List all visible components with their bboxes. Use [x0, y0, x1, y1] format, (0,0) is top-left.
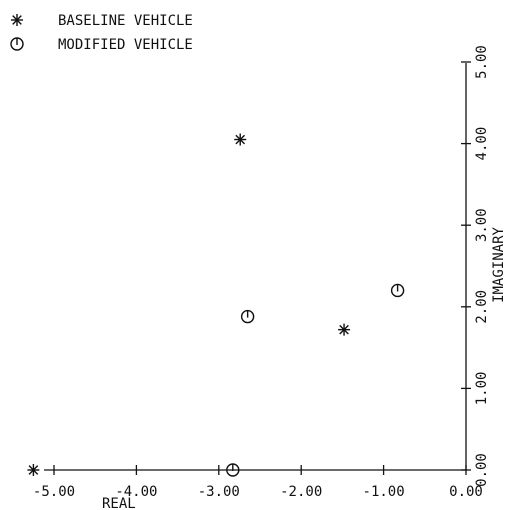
legend-label-baseline: BASELINE VEHICLE	[58, 13, 193, 29]
data-point-modified	[240, 309, 255, 324]
x-tick-label: 0.00	[449, 484, 483, 500]
y-tick-label: 3.00	[474, 208, 490, 242]
y-tick-label: 4.00	[474, 127, 490, 161]
legend-marker-baseline	[11, 14, 23, 26]
x-tick-label: -4.00	[115, 484, 157, 500]
legend-asterisk-icon	[11, 14, 23, 26]
x-tick-label: -2.00	[280, 484, 322, 500]
data-point-modified	[390, 283, 405, 298]
x-tick-label: -1.00	[363, 484, 405, 500]
x-axis-label: REAL	[102, 496, 136, 510]
legend-label-modified: MODIFIED VEHICLE	[58, 37, 193, 53]
x-tick-label: -5.00	[33, 484, 75, 500]
y-tick-label: 5.00	[474, 45, 490, 79]
x-tick-label: -3.00	[198, 484, 240, 500]
y-tick-label: 0.00	[474, 453, 490, 487]
x-ticks: -5.00 -4.00 -3.00 -2.00 -1.00 0.00	[33, 465, 483, 500]
legend-circle-icon	[10, 37, 24, 51]
data-point-baseline	[234, 133, 247, 146]
legend-marker-modified	[10, 37, 24, 51]
data-point-baseline	[338, 323, 351, 336]
y-tick-label: 1.00	[474, 372, 490, 406]
y-ticks: 0.00 1.00 2.00 3.00 4.00 5.00	[461, 45, 490, 487]
data-point-modified	[226, 463, 240, 477]
data-points	[27, 133, 405, 477]
y-tick-label: 2.00	[474, 290, 490, 324]
data-point-baseline	[27, 464, 40, 476]
legend: BASELINE VEHICLE MODIFIED VEHICLE	[10, 13, 193, 53]
y-axis-label: IMAGINARY	[491, 227, 507, 303]
